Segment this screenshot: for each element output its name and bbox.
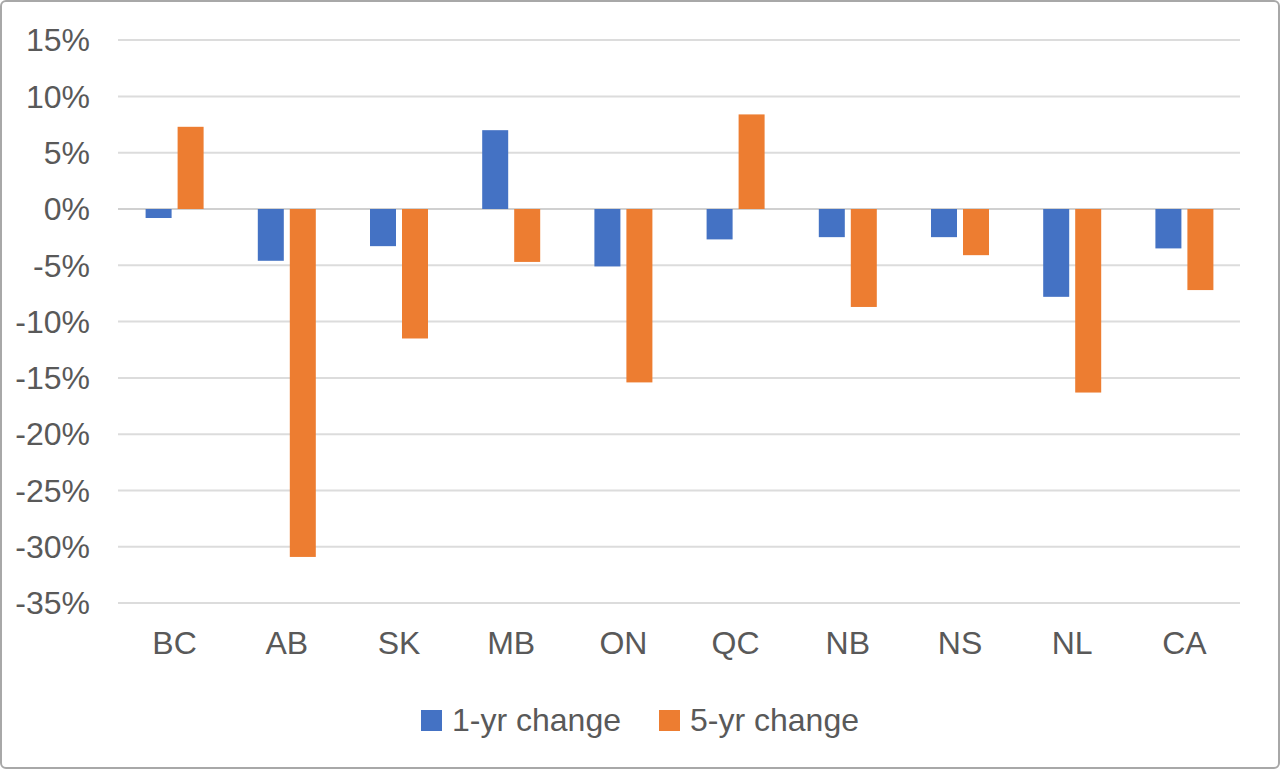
- legend: 1-yr change 5-yr change: [2, 702, 1278, 739]
- y-tick-label: -25%: [15, 473, 90, 509]
- bar-5-yr-change-NL: [1075, 209, 1101, 393]
- y-tick-label: -15%: [15, 360, 90, 396]
- y-tick-label: -20%: [15, 416, 90, 452]
- bar-5-yr-change-CA: [1187, 209, 1213, 290]
- legend-swatch-1-yr-change: [421, 710, 442, 731]
- x-category-label: NS: [938, 625, 982, 661]
- x-category-label: CA: [1162, 625, 1207, 661]
- bar-5-yr-change-SK: [402, 209, 428, 338]
- bar-1-yr-change-BC: [146, 209, 172, 218]
- x-category-label: ON: [599, 625, 647, 661]
- bar-1-yr-change-ON: [594, 209, 620, 266]
- x-category-label: MB: [487, 625, 535, 661]
- x-category-label: BC: [152, 625, 196, 661]
- x-category-label: QC: [712, 625, 760, 661]
- y-tick-label: -35%: [15, 585, 90, 621]
- legend-item-5-yr-change: 5-yr change: [659, 702, 859, 739]
- y-tick-label: -30%: [15, 529, 90, 565]
- x-category-label: SK: [378, 625, 421, 661]
- bar-1-yr-change-MB: [482, 130, 508, 209]
- bar-5-yr-change-QC: [739, 114, 765, 209]
- bar-1-yr-change-NB: [819, 209, 845, 237]
- legend-label: 1-yr change: [452, 702, 621, 739]
- bar-1-yr-change-SK: [370, 209, 396, 246]
- y-tick-label: -5%: [33, 248, 90, 284]
- legend-swatch-5-yr-change: [659, 710, 680, 731]
- y-tick-label: 15%: [26, 22, 90, 58]
- x-category-label: NL: [1052, 625, 1093, 661]
- bar-1-yr-change-AB: [258, 209, 284, 261]
- x-category-label: NB: [826, 625, 870, 661]
- bar-5-yr-change-AB: [290, 209, 316, 557]
- bar-1-yr-change-CA: [1155, 209, 1181, 248]
- chart-canvas: 15% 10% 5% 0% -5% -10% -15% -20% -25% -30% -35% BC A…: [2, 2, 1278, 767]
- legend-label: 5-yr change: [690, 702, 859, 739]
- legend-item-1-yr-change: 1-yr change: [421, 702, 621, 739]
- chart-frame: 15% 10% 5% 0% -5% -10% -15% -20% -25% -30% -35% BC A…: [0, 0, 1280, 769]
- bar-1-yr-change-NS: [931, 209, 957, 237]
- bar-5-yr-change-BC: [178, 127, 204, 209]
- y-tick-label: 10%: [26, 79, 90, 115]
- y-tick-label: -10%: [15, 304, 90, 340]
- y-tick-label: 5%: [44, 135, 90, 171]
- bar-5-yr-change-NS: [963, 209, 989, 255]
- bar-1-yr-change-NL: [1043, 209, 1069, 297]
- y-tick-label: 0%: [44, 191, 90, 227]
- bar-5-yr-change-NB: [851, 209, 877, 307]
- bar-5-yr-change-ON: [626, 209, 652, 382]
- x-category-label: AB: [265, 625, 308, 661]
- bar-5-yr-change-MB: [514, 209, 540, 262]
- bar-1-yr-change-QC: [707, 209, 733, 239]
